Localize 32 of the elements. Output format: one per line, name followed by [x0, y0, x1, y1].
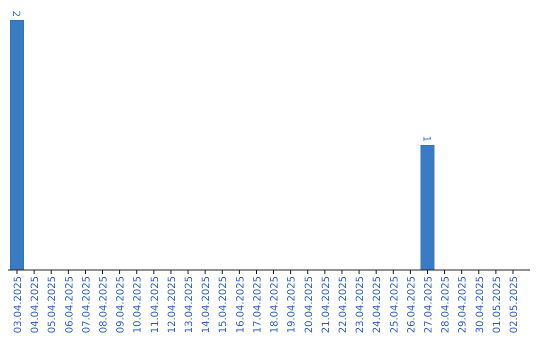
- x-tick-label: 30.04.2025: [474, 276, 486, 334]
- x-tick-label: 26.04.2025: [406, 276, 418, 334]
- x-tick-label: 06.04.2025: [64, 276, 76, 334]
- x-tick-label: 12.04.2025: [166, 276, 178, 334]
- x-tick-label: 05.04.2025: [47, 276, 58, 334]
- x-tick-label: 16.04.2025: [235, 276, 246, 334]
- x-tick-label: 23.04.2025: [355, 276, 366, 334]
- x-tick-label: 24.04.2025: [372, 276, 384, 334]
- x-tick-label: 20.04.2025: [304, 276, 315, 334]
- data-label: 1: [420, 136, 432, 142]
- x-tick-label: 10.04.2025: [132, 276, 144, 334]
- x-tick-label: 15.04.2025: [218, 276, 230, 334]
- data-label: 2: [10, 10, 22, 17]
- x-tick-label: 17.04.2025: [252, 276, 264, 334]
- x-tick-label: 09.04.2025: [116, 276, 127, 334]
- x-tick-label: 01.05.2025: [492, 276, 503, 334]
- x-tick-label: 04.04.2025: [30, 276, 42, 334]
- x-tick-label: 08.04.2025: [98, 276, 110, 334]
- x-tick-label: 19.04.2025: [286, 276, 298, 334]
- x-tick-label: 11.04.2025: [150, 276, 161, 334]
- x-tick-label: 18.04.2025: [270, 276, 281, 334]
- x-tick-label: 03.04.2025: [13, 276, 24, 334]
- x-tick-label: 29.04.2025: [458, 276, 469, 334]
- x-tick-label: 07.04.2025: [81, 276, 92, 334]
- x-tick-label: 13.04.2025: [184, 276, 196, 334]
- x-tick-label: 14.04.2025: [201, 276, 212, 334]
- x-tick-label: 02.05.2025: [508, 276, 520, 334]
- x-tick-label: 28.04.2025: [440, 276, 452, 334]
- x-tick-label: 27.04.2025: [423, 276, 434, 334]
- x-tick-label: 21.04.2025: [320, 276, 332, 334]
- x-tick-label: 25.04.2025: [389, 276, 400, 334]
- x-tick-label: 22.04.2025: [338, 276, 349, 334]
